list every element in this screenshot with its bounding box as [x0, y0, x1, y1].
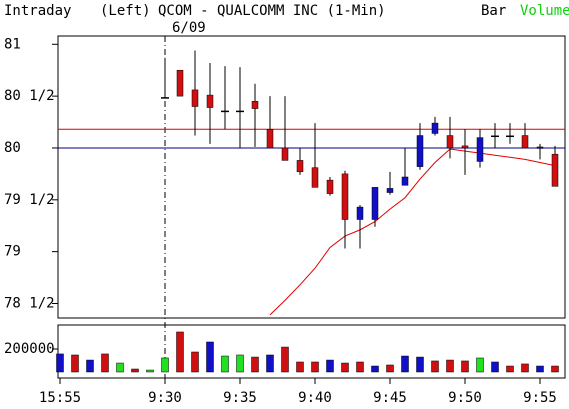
volume-bar — [161, 357, 169, 373]
candle-body — [281, 147, 289, 161]
candle-body — [536, 146, 544, 149]
candle-body — [236, 110, 244, 113]
volume-bar — [176, 331, 184, 373]
volume-bar — [521, 363, 529, 373]
candle-body — [191, 89, 199, 107]
axis-side: (Left) — [100, 3, 151, 19]
candle-body — [431, 122, 439, 134]
candle-body — [251, 101, 259, 109]
price-panel — [57, 35, 566, 319]
candle-body — [221, 110, 229, 113]
volume-bar — [86, 359, 94, 373]
volume-bar — [416, 356, 424, 373]
candle-body — [461, 145, 469, 149]
volume-bar — [326, 359, 334, 373]
volume-bar — [296, 361, 304, 373]
volume-bar — [461, 360, 469, 373]
candle-body — [176, 69, 184, 97]
candle-body — [506, 135, 514, 138]
volume-bar — [476, 357, 484, 373]
volume-bar — [266, 354, 274, 373]
candle-body — [311, 167, 319, 188]
x-tick-label: 9:30 — [148, 390, 182, 406]
candle-body — [266, 129, 274, 149]
y-tick-label: 200000 — [4, 341, 55, 357]
x-tick-label: 9:50 — [448, 390, 482, 406]
volume-bar — [236, 354, 244, 373]
volume-bar — [116, 362, 124, 373]
volume-bar — [71, 354, 79, 373]
volume-bar — [131, 368, 139, 373]
volume-bar — [281, 346, 289, 373]
volume-bar — [446, 359, 454, 373]
y-tick-label: 80 — [4, 140, 21, 156]
candle-body — [551, 153, 559, 187]
volume-bar — [356, 361, 364, 373]
y-tick-label: 78 1/2 — [4, 295, 55, 311]
candle-body — [521, 135, 529, 149]
candle-body — [416, 135, 424, 167]
candle-body — [296, 160, 304, 173]
chart-title: QCOM - QUALCOMM INC (1-Min) — [158, 3, 386, 19]
candle-body — [161, 97, 169, 99]
volume-bar — [491, 361, 499, 373]
candle-body — [401, 176, 409, 186]
x-tick-label: 15:55 — [39, 390, 81, 406]
candle-body — [326, 179, 334, 194]
study-label[interactable]: Volume — [520, 3, 569, 19]
volume-bar — [191, 351, 199, 373]
volume-bar — [341, 362, 349, 373]
style-label[interactable]: Bar — [481, 3, 506, 19]
candle-body — [446, 135, 454, 149]
volume-bar — [251, 356, 259, 373]
y-tick-label: 80 1/2 — [4, 88, 55, 104]
volume-bar — [206, 341, 214, 373]
moving-average — [269, 148, 556, 316]
volume-bar — [56, 353, 64, 373]
volume-panel — [57, 324, 566, 379]
volume-bar — [386, 364, 394, 373]
volume-bar — [221, 355, 229, 373]
volume-bar — [536, 365, 544, 373]
volume-bar — [431, 360, 439, 373]
x-tick-label: 9:35 — [223, 390, 257, 406]
date-label: 6/09 — [172, 20, 206, 36]
x-tick-label: 9:40 — [298, 390, 332, 406]
volume-bar — [146, 369, 154, 373]
volume-bar — [311, 361, 319, 373]
y-tick-label: 81 — [4, 36, 21, 52]
candle-body — [341, 173, 349, 220]
x-tick-label: 9:55 — [523, 390, 557, 406]
candle-body — [386, 188, 394, 193]
candle-body — [491, 135, 499, 138]
x-tick-label: 9:45 — [373, 390, 407, 406]
volume-bar — [371, 365, 379, 373]
volume-bar — [101, 353, 109, 373]
volume-bar — [551, 365, 559, 373]
candle-body — [356, 206, 364, 220]
candle-body — [206, 94, 214, 108]
mode-label: Intraday — [4, 3, 71, 19]
candle-body — [476, 137, 484, 162]
candle-body — [371, 187, 379, 220]
volume-bar — [506, 365, 514, 373]
y-tick-label: 79 1/2 — [4, 192, 55, 208]
volume-bar — [401, 355, 409, 373]
y-tick-label: 79 — [4, 244, 21, 260]
